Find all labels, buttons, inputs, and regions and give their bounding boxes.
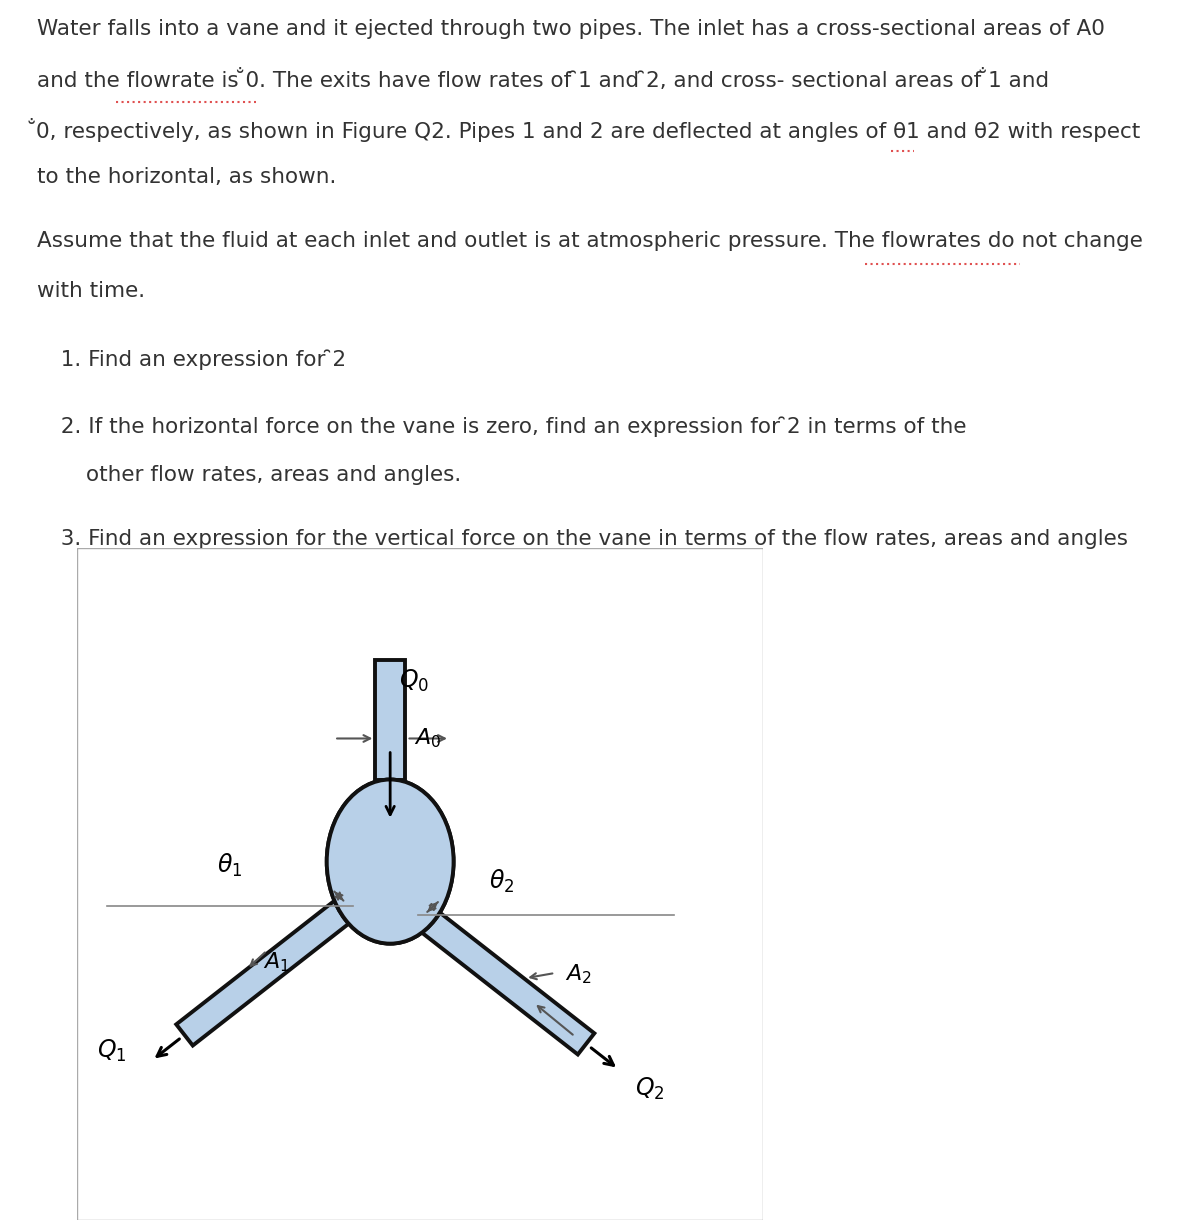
Text: other flow rates, areas and angles.: other flow rates, areas and angles. bbox=[86, 466, 462, 485]
Text: $A_0$: $A_0$ bbox=[414, 727, 442, 750]
Text: and the flowrate is ̐0. The exits have flow rates of ̑1 and ̑2, and cross- secti: and the flowrate is ̐0. The exits have f… bbox=[37, 69, 1049, 91]
Text: 3. Find an expression for the vertical force on the vane in terms of the flow ra: 3. Find an expression for the vertical f… bbox=[48, 530, 1128, 549]
Text: Assume that the fluid at each inlet and outlet is at atmospheric pressure. The f: Assume that the fluid at each inlet and … bbox=[37, 232, 1142, 251]
Ellipse shape bbox=[326, 780, 454, 944]
Text: $Q_1$: $Q_1$ bbox=[97, 1039, 127, 1064]
FancyBboxPatch shape bbox=[77, 548, 763, 1220]
Text: $\theta_1$: $\theta_1$ bbox=[217, 851, 242, 878]
Text: $Q_0$: $Q_0$ bbox=[400, 668, 430, 694]
Ellipse shape bbox=[326, 780, 454, 944]
Text: $Q_2$: $Q_2$ bbox=[635, 1076, 664, 1103]
Text: with time.: with time. bbox=[37, 281, 145, 301]
Text: ̐0, respectively, as shown in Figure Q2. Pipes 1 and 2 are deflected at angles o: ̐0, respectively, as shown in Figure Q2.… bbox=[37, 118, 1141, 142]
Text: $A_2$: $A_2$ bbox=[565, 962, 592, 987]
Polygon shape bbox=[376, 660, 406, 780]
Polygon shape bbox=[413, 904, 594, 1055]
Polygon shape bbox=[176, 896, 358, 1046]
Text: 1. Find an expression for ̑2: 1. Find an expression for ̑2 bbox=[48, 350, 347, 370]
Text: $\theta_2$: $\theta_2$ bbox=[488, 869, 514, 896]
Text: Water falls into a vane and it ejected through two pipes. The inlet has a cross-: Water falls into a vane and it ejected t… bbox=[37, 20, 1105, 39]
Text: to the horizontal, as shown.: to the horizontal, as shown. bbox=[37, 168, 336, 187]
Text: $A_1$: $A_1$ bbox=[263, 950, 290, 973]
Text: 2. If the horizontal force on the vane is zero, find an expression for ̑2 in ter: 2. If the horizontal force on the vane i… bbox=[48, 416, 967, 436]
